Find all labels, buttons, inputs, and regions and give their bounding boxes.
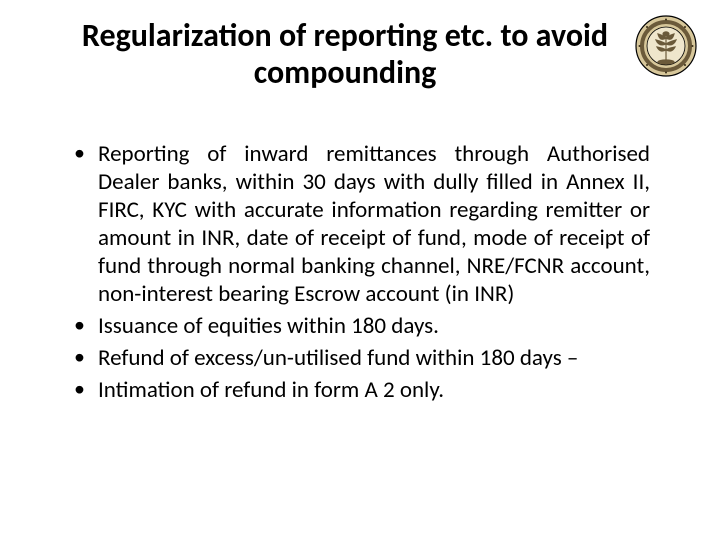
- bullet-item: Reporting of inward remittances through …: [70, 140, 650, 308]
- bullet-item: Issuance of equities within 180 days.: [70, 312, 650, 340]
- bullet-item: Refund of excess/un-utilised fund within…: [70, 344, 650, 372]
- slide-title: Regularization of reporting etc. to avoi…: [60, 18, 630, 92]
- rbi-logo: [634, 14, 698, 78]
- bullet-list: Reporting of inward remittances through …: [70, 140, 650, 408]
- rbi-seal-icon: [634, 14, 698, 78]
- slide: Regularization of reporting etc. to avoi…: [0, 0, 720, 540]
- bullet-item: Intimation of refund in form A 2 only.: [70, 376, 650, 404]
